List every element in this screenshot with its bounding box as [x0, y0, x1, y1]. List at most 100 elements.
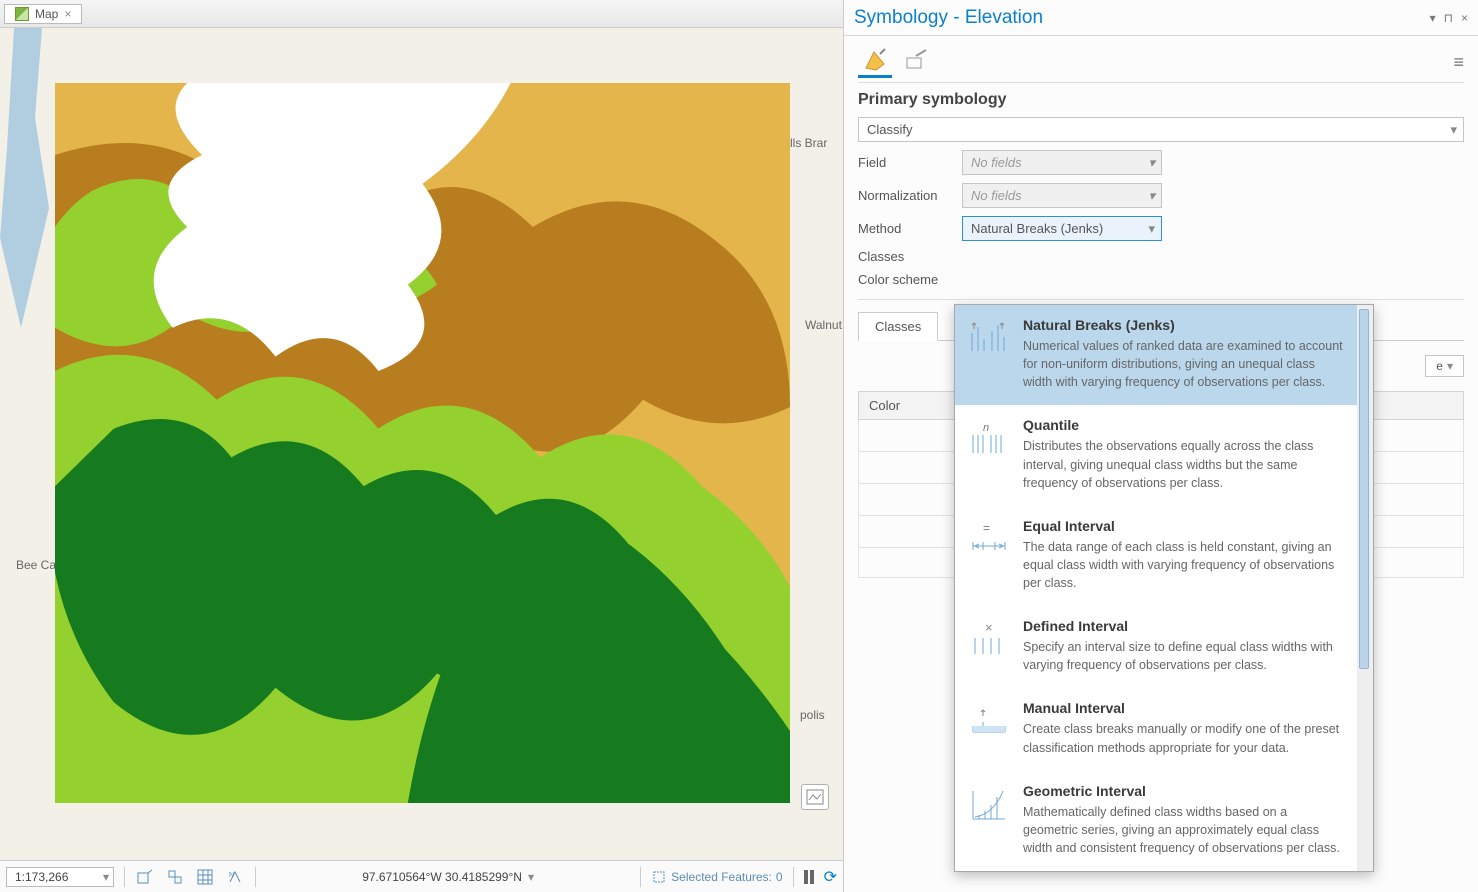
normalization-value: No fields: [971, 188, 1022, 203]
menu-icon[interactable]: ≡: [1453, 52, 1464, 73]
more-label: e: [1436, 359, 1443, 373]
map-label: polis: [800, 708, 825, 722]
method-name: Manual Interval: [1023, 700, 1343, 716]
method-option-defined[interactable]: × Defined IntervalSpecify an interval siz…: [955, 606, 1357, 688]
tool-icon-2[interactable]: [165, 867, 185, 887]
scale-value: 1:173,266: [15, 870, 68, 884]
method-icon: [967, 785, 1011, 825]
scrollbar[interactable]: [1357, 305, 1373, 871]
divider: [858, 299, 1464, 300]
scroll-thumb[interactable]: [1359, 309, 1369, 669]
method-name: Defined Interval: [1023, 618, 1343, 634]
colorscheme-row: Color scheme: [858, 272, 1464, 287]
method-dropdown: Natural Breaks (Jenks) Numerical values o…: [954, 304, 1374, 872]
method-icon: [967, 319, 1011, 359]
field-row: Field No fields: [858, 150, 1464, 175]
status-bar: 1:173,266 N 97.6710564°W 30.4185299°N ▾ …: [0, 860, 843, 892]
method-option-equal[interactable]: =Equal IntervalThe data range of each cl…: [955, 506, 1357, 606]
method-text: Natural Breaks (Jenks) Numerical values o…: [1023, 317, 1343, 391]
map-canvas[interactable]: Walnut Bee Ca lls Brar polis: [0, 28, 843, 860]
normalization-row: Normalization No fields: [858, 183, 1464, 208]
svg-text:×: ×: [985, 622, 993, 635]
selection-icon: [651, 870, 667, 884]
sel-count: 0: [776, 870, 783, 884]
method-text: Quantile Distributes the observations equ…: [1023, 417, 1343, 491]
method-desc: Mathematically defined class widths base…: [1023, 803, 1343, 857]
classes-label: Classes: [858, 249, 954, 264]
method-row: Method Natural Breaks (Jenks): [858, 216, 1464, 241]
coordinates: 97.6710564°W 30.4185299°N ▾: [362, 870, 534, 884]
symbology-type-select[interactable]: Classify: [858, 117, 1464, 142]
method-name: Geometric Interval: [1023, 783, 1343, 799]
normalization-select[interactable]: No fields: [962, 183, 1162, 208]
coord-text: 97.6710564°W 30.4185299°N: [362, 870, 522, 884]
field-label: Field: [858, 155, 954, 170]
separator: [793, 867, 794, 887]
map-pane: Map × Walnut Bee Ca lls Brar polis 1:173…: [0, 0, 844, 892]
method-option-quantile[interactable]: n Quantile Distributes the observations eq…: [955, 405, 1357, 505]
chevron-down-icon[interactable]: ▾: [528, 870, 534, 884]
map-label: Bee Ca: [16, 558, 56, 572]
method-icon: [967, 702, 1011, 742]
method-desc: Distributes the observations equally acr…: [1023, 437, 1343, 491]
selected-features[interactable]: Selected Features: 0: [651, 870, 782, 884]
method-select[interactable]: Natural Breaks (Jenks): [962, 216, 1162, 241]
close-icon[interactable]: ×: [1461, 11, 1468, 25]
vary-tab[interactable]: [900, 46, 934, 78]
map-icon: [15, 7, 29, 21]
method-desc: The data range of each class is held con…: [1023, 538, 1343, 592]
method-text: Geometric Interval Mathematically defined…: [1023, 783, 1343, 857]
tool-icon-1[interactable]: [135, 867, 155, 887]
method-option-manual[interactable]: Manual Interval Create class breaks manua…: [955, 688, 1357, 770]
elevation-raster: [55, 83, 790, 803]
method-desc: Create class breaks manually or modify o…: [1023, 720, 1343, 756]
symbology-type-value: Classify: [867, 122, 913, 137]
method-text: Manual Interval Create class breaks manua…: [1023, 700, 1343, 756]
symbology-pane: Symbology - Elevation ▾ ⊓ × ≡ Primary sy…: [844, 0, 1478, 892]
svg-text:n: n: [983, 422, 989, 434]
symbology-body: ≡ Primary symbology Classify Field No fi…: [844, 36, 1478, 578]
separator: [255, 867, 256, 887]
map-tab-label: Map: [35, 7, 58, 21]
subtab-row: ≡: [858, 46, 1464, 83]
tool-icon-4[interactable]: N: [225, 867, 245, 887]
separator: [124, 867, 125, 887]
colorscheme-label: Color scheme: [858, 272, 954, 287]
method-icon: =: [967, 520, 1011, 560]
primary-symbology-label: Primary symbology: [858, 91, 1464, 109]
map-label: lls Brar: [790, 136, 827, 150]
map-label: Walnut: [805, 318, 842, 332]
method-list: Natural Breaks (Jenks) Numerical values o…: [955, 305, 1357, 871]
method-label: Method: [858, 221, 954, 236]
map-tab-bar: Map ×: [0, 0, 843, 28]
method-name: Quantile: [1023, 417, 1343, 433]
method-icon: n: [967, 419, 1011, 459]
pin-icon[interactable]: ⊓: [1444, 11, 1453, 25]
more-button[interactable]: e▾: [1425, 355, 1464, 377]
sel-label: Selected Features:: [671, 870, 772, 884]
classes-row: Classes: [858, 249, 1464, 264]
tab-classes-label: Classes: [875, 319, 921, 334]
method-text: Defined IntervalSpecify an interval size…: [1023, 618, 1343, 674]
tool-icon-3[interactable]: [195, 867, 215, 887]
primary-tab[interactable]: [858, 46, 892, 78]
dropdown-icon[interactable]: ▾: [1430, 11, 1436, 25]
refresh-button[interactable]: ⟳: [824, 867, 837, 887]
field-select[interactable]: No fields: [962, 150, 1162, 175]
method-value: Natural Breaks (Jenks): [971, 221, 1103, 236]
scale-select[interactable]: 1:173,266: [6, 867, 114, 887]
method-name: Natural Breaks (Jenks): [1023, 317, 1343, 333]
method-desc: Numerical values of ranked data are exam…: [1023, 337, 1343, 391]
method-icon: ×: [967, 620, 1011, 660]
close-icon[interactable]: ×: [64, 7, 71, 21]
tab-classes[interactable]: Classes: [858, 312, 938, 341]
method-option-natural[interactable]: Natural Breaks (Jenks) Numerical values o…: [955, 305, 1357, 405]
pause-button[interactable]: [804, 870, 814, 884]
map-tab[interactable]: Map ×: [4, 4, 82, 24]
pane-title: Symbology - Elevation: [854, 7, 1043, 29]
method-option-geometric[interactable]: Geometric Interval Mathematically defined…: [955, 771, 1357, 871]
symbology-titlebar: Symbology - Elevation ▾ ⊓ ×: [844, 0, 1478, 36]
svg-text:N: N: [229, 872, 234, 879]
field-value: No fields: [971, 155, 1022, 170]
basemap-button[interactable]: [801, 784, 829, 810]
